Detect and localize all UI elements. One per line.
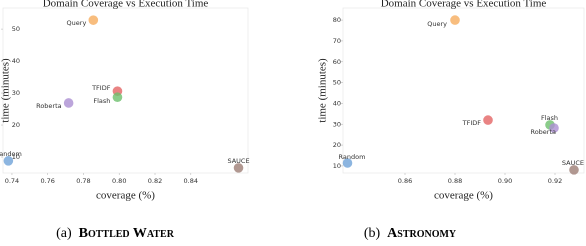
y-tick-label: 10 (12, 153, 20, 161)
x-tick-label: 0.86 (398, 177, 412, 185)
x-tick-label: 0.88 (448, 177, 462, 185)
scatter-point (569, 165, 579, 175)
scatter-point (483, 115, 493, 125)
x-tick-label: 0.80 (112, 177, 126, 185)
x-tick-label: 0.92 (548, 177, 562, 185)
chart-title: Domain Coverage vs Execution Time (43, 0, 209, 10)
x-tick-label: 0.76 (40, 177, 54, 185)
y-tick-label: 60 (333, 58, 341, 66)
y-axis-label: time (minutes) (317, 58, 329, 123)
y-tick-label: 30 (333, 120, 341, 128)
scatter-point (63, 98, 74, 108)
x-tick-label: 0.78 (76, 177, 90, 185)
caption-space (380, 226, 387, 241)
scatter-point (88, 15, 99, 25)
x-tick-label: 0.74 (5, 177, 19, 185)
point-label: Query (67, 19, 87, 27)
x-tick-label: 0.90 (498, 177, 512, 185)
point-label: Query (427, 20, 447, 28)
point-label: TFIDF (91, 84, 111, 92)
plot-frame (342, 7, 585, 174)
y-tick-label: 40 (333, 99, 341, 107)
x-tick-label: 0.84 (184, 177, 198, 185)
y-tick-label: 70 (333, 37, 341, 45)
x-axis-label: coverage (%) (434, 190, 493, 202)
point-label: SAUCE (227, 157, 249, 165)
y-tick-label: 20 (12, 121, 20, 129)
point-label: Roberta (530, 128, 556, 136)
point-label: Flash (541, 114, 558, 122)
caption-space (72, 226, 79, 241)
point-label: Roberta (36, 102, 62, 110)
y-tick-label: 80 (333, 16, 341, 24)
scatter-point (112, 92, 123, 103)
y-tick-label: 30 (12, 89, 20, 97)
scatter-point (233, 163, 244, 173)
scatter-point (549, 123, 559, 133)
point-label: Random (0, 150, 22, 158)
y-axis-label: time (minutes) (0, 58, 12, 123)
scatter-point (450, 15, 460, 25)
plot-frame (2, 7, 249, 174)
caption-name: Bottled Water (79, 226, 175, 241)
caption: (a) Bottled Water (56, 226, 175, 241)
scatter-point (3, 156, 14, 166)
scatter-point (342, 158, 353, 168)
y-tick-label: 50 (12, 25, 20, 33)
caption: (b) Astronomy (364, 226, 457, 241)
point-label: Random (339, 153, 366, 161)
chart-title: Domain Coverage vs Execution Time (381, 0, 547, 10)
caption-name: Astronomy (387, 226, 457, 241)
point-label: TFIDF (462, 119, 482, 127)
caption-label: (b) (364, 226, 381, 241)
y-tick-label: 20 (333, 141, 341, 149)
caption-label: (a) (56, 226, 72, 241)
x-axis-label: coverage (%) (96, 190, 155, 202)
point-label: Flash (93, 97, 110, 105)
y-tick-label: 40 (12, 57, 20, 65)
y-tick-label: 50 (333, 79, 341, 87)
x-tick-label: 0.82 (148, 177, 162, 185)
point-label: SAUCE (562, 159, 584, 167)
y-tick-label: 10 (333, 162, 341, 170)
